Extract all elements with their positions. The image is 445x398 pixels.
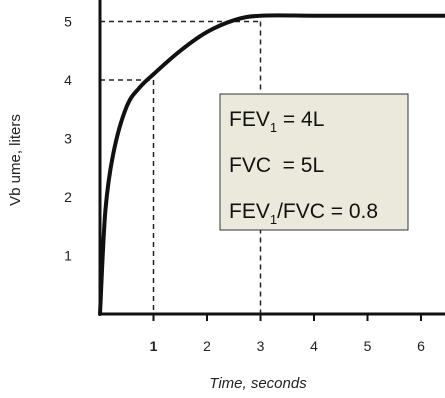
y-tick-label-2: 2	[64, 189, 72, 205]
x-tick-label-3: 3	[257, 338, 265, 354]
annotation-box-bg	[219, 93, 409, 231]
axes	[98, 0, 445, 316]
y-tick-label-3: 3	[64, 131, 72, 147]
annotation-line-fvc: FVC = 5L	[229, 154, 324, 177]
volume-time-curve	[98, 13, 445, 316]
x-axis-label: Time, seconds	[209, 375, 307, 392]
annotation-box: FEV1 = 4L FVC = 5L FEV1/FVC = 0.8	[219, 93, 409, 231]
annotation-line-fev1: FEV1 = 4L	[229, 108, 324, 135]
y-axis-label: Vb ume, liters	[7, 114, 24, 206]
y-tick-label-1: 1	[64, 248, 72, 264]
x-tick-label-1: 1	[150, 338, 158, 354]
y-tick-label-4: 4	[64, 72, 72, 88]
x-tick-label-4: 4	[310, 338, 318, 354]
x-tick-label-5: 5	[364, 338, 372, 354]
annotation-line-ratio: FEV1/FVC = 0.8	[229, 200, 378, 227]
tick-labels: 1 2 3 4 5 6 1 2 3 4 5	[64, 14, 425, 355]
y-tick-label-5: 5	[64, 14, 72, 30]
x-tick-label-6: 6	[417, 338, 425, 354]
x-tick-label-2: 2	[203, 338, 211, 354]
